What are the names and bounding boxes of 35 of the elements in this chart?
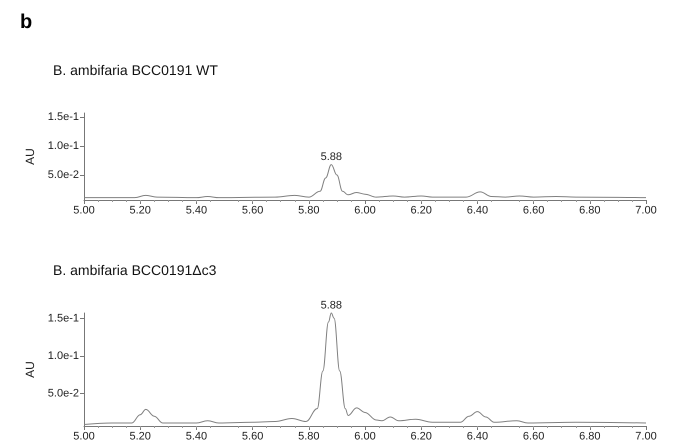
x-tick-label: 5.80 [298, 204, 320, 216]
x-tick-label: 6.20 [410, 430, 432, 442]
x-tick-label: 6.80 [579, 430, 601, 442]
x-tick-label: 5.80 [298, 430, 320, 442]
y-tick-label: 5.0e-2 [48, 169, 79, 182]
chart-title: B. ambifaria BCC0191Δc3 [53, 262, 217, 278]
x-tick-label: 5.40 [186, 430, 208, 442]
x-tick-label: 6.00 [354, 430, 376, 442]
y-tick-label: 1.5e-1 [48, 312, 79, 324]
x-tick-label: 6.60 [522, 204, 544, 216]
x-tick-label: 7.00 [635, 430, 657, 442]
y-tick-label: 1.5e-1 [48, 111, 79, 124]
x-tick-label: 6.00 [354, 204, 376, 216]
x-tick-label: 7.00 [635, 204, 657, 216]
x-tick-label: 5.60 [242, 430, 264, 442]
x-tick-label: 5.60 [242, 204, 264, 216]
x-tick-label: 6.80 [579, 204, 601, 216]
x-tick-label: 6.20 [410, 204, 432, 216]
x-tick-label: 5.20 [129, 204, 151, 216]
x-tick-label: 5.00 [73, 430, 95, 442]
y-tick-label: 1.0e-1 [48, 140, 79, 152]
chart-title: B. ambifaria BCC0191 WT [53, 62, 218, 78]
y-axis-title: AU [23, 361, 37, 378]
x-tick-label: 6.40 [466, 430, 488, 442]
y-tick-label: 1.0e-1 [48, 350, 79, 362]
x-tick-label: 5.00 [73, 204, 95, 216]
x-tick-label: 5.40 [186, 204, 208, 216]
x-tick-label: 5.20 [129, 430, 151, 442]
x-tick-label: 6.40 [466, 204, 488, 216]
x-tick-label: 6.60 [522, 430, 544, 442]
y-tick-label: 5.0e-2 [48, 388, 79, 400]
annotation: 5.88 [320, 300, 342, 312]
y-axis-title: AU [23, 148, 37, 165]
text: b [20, 11, 32, 33]
annotation: 5.88 [320, 151, 342, 164]
